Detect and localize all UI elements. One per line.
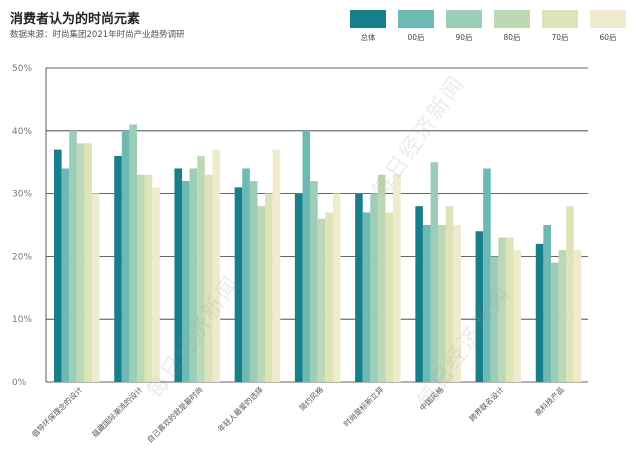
bar — [234, 187, 243, 382]
bar — [76, 143, 85, 382]
bar — [573, 250, 582, 382]
bar — [317, 218, 326, 382]
bar — [302, 130, 311, 382]
x-tick-label: 倡导环保理念的设计 — [29, 384, 84, 439]
bar — [144, 174, 153, 382]
bar — [355, 193, 363, 382]
bar — [92, 193, 100, 382]
bar — [54, 149, 62, 382]
legend: 总体 00后 90后 80后 70后 60后 — [342, 10, 630, 43]
bar — [197, 155, 205, 382]
legend-label: 00后 — [407, 33, 425, 42]
bar — [453, 225, 461, 382]
legend-item: 60后 — [586, 10, 630, 43]
bar — [152, 187, 160, 382]
x-tick-label: 年轻人最爱的选择 — [215, 384, 265, 434]
bar — [385, 212, 394, 382]
bar — [294, 193, 303, 382]
y-tick-label: 10% — [12, 315, 32, 325]
bar — [265, 193, 273, 382]
bar — [566, 206, 574, 382]
chart-subtitle: 数据来源：时尚集团2021年时尚产业趋势调研 — [10, 30, 185, 40]
legend-swatch — [590, 10, 626, 28]
bar — [543, 225, 551, 382]
bar — [377, 174, 386, 382]
bar — [415, 206, 423, 382]
bar — [69, 130, 77, 382]
bar — [310, 181, 318, 382]
bar — [505, 237, 514, 382]
x-tick-label: 跨界联名设计 — [467, 384, 506, 423]
legend-label: 80后 — [503, 33, 521, 42]
bar — [422, 225, 431, 382]
bar — [249, 181, 258, 382]
legend-swatch — [398, 10, 434, 28]
bar — [498, 237, 506, 382]
legend-item: 00后 — [394, 10, 438, 43]
y-tick-label: 50% — [12, 64, 32, 74]
bar — [362, 212, 371, 382]
bar — [513, 250, 522, 382]
y-tick-label: 40% — [12, 127, 32, 137]
bar — [370, 193, 378, 382]
bar — [204, 174, 213, 382]
bar — [84, 143, 92, 382]
y-tick-label: 0% — [12, 378, 27, 388]
bar — [114, 155, 122, 382]
legend-label: 60后 — [599, 33, 617, 42]
x-tick-label: 简约风格 — [297, 384, 326, 413]
bar — [61, 168, 70, 382]
bar — [535, 243, 544, 382]
bar — [483, 168, 491, 382]
bar — [438, 225, 446, 382]
bar — [272, 149, 281, 382]
bar — [174, 168, 183, 382]
legend-item: 90后 — [442, 10, 486, 43]
bar — [490, 256, 499, 382]
bar — [550, 262, 559, 382]
bar — [475, 231, 484, 382]
y-tick-label: 30% — [12, 190, 32, 200]
bar — [393, 174, 401, 382]
bar — [445, 206, 454, 382]
legend-swatch — [350, 10, 386, 28]
chart-title: 消费者认为的时尚元素 — [10, 12, 141, 27]
x-tick-label: 蕴藏国际潮流的设计 — [90, 384, 145, 439]
bar — [182, 181, 190, 382]
legend-item: 70后 — [538, 10, 582, 43]
bar — [332, 193, 341, 382]
bar — [212, 149, 221, 382]
legend-item: 80后 — [490, 10, 534, 43]
legend-label: 70后 — [551, 33, 569, 42]
legend-item: 总体 — [346, 10, 390, 43]
legend-swatch — [542, 10, 578, 28]
bar — [242, 168, 250, 382]
x-tick-label: 时尚是标新立异 — [341, 384, 386, 429]
bar — [137, 174, 145, 382]
bar — [129, 124, 138, 383]
bar — [558, 250, 567, 382]
y-tick-label: 20% — [12, 252, 32, 262]
bar — [325, 212, 333, 382]
legend-label: 90后 — [455, 33, 473, 42]
bar — [430, 162, 439, 382]
x-tick-label: 高科技产品 — [532, 384, 566, 418]
legend-swatch — [494, 10, 530, 28]
bar — [257, 206, 266, 382]
bar — [189, 168, 198, 382]
legend-swatch — [446, 10, 482, 28]
legend-label: 总体 — [360, 33, 376, 42]
bar — [121, 130, 130, 382]
